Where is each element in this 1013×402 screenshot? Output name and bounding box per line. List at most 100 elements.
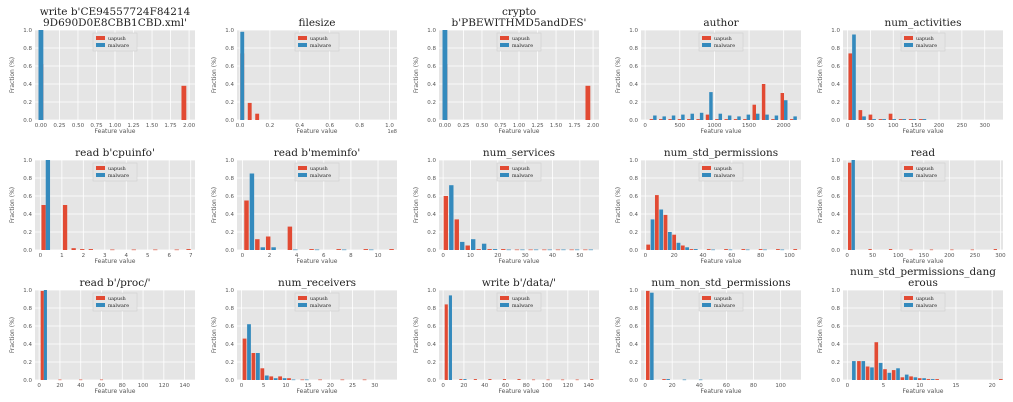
y-tick-label: 0.4 [629, 212, 638, 218]
y-tick-label: 0.8 [427, 306, 436, 312]
x-tick-label: 0 [240, 383, 244, 389]
subplot-8: 0.0 0.2 0.4 0.6 0.8 1.0 0 20 40 60 80 100 Feature va… [615, 147, 801, 265]
bar-uapush [706, 249, 711, 250]
subplot-title: 9D690D0E8CBB1CBD.xml' [43, 17, 187, 29]
y-axis-label: Fraction (%) [211, 187, 218, 223]
y-tick-label: 0.6 [225, 324, 234, 330]
bar-uapush [255, 239, 260, 250]
y-tick-label: 1.0 [427, 158, 436, 164]
x-tick-label: 0 [846, 383, 850, 389]
x-tick-label: 200 [934, 123, 945, 129]
legend-label-malware: malware [512, 303, 533, 309]
legend-swatch-uapush [500, 36, 509, 40]
bar-uapush [363, 249, 369, 250]
bar-malware [745, 249, 750, 251]
y-axis-label: Fraction (%) [615, 57, 622, 93]
x-tick-label: 0 [37, 383, 41, 389]
x-tick-label: 1.25 [531, 123, 544, 129]
x-tick-label: 1500 [742, 123, 756, 129]
y-tick-label: 0.8 [629, 306, 638, 312]
subplot-title: num_services [483, 147, 555, 159]
y-axis-label: Fraction (%) [413, 317, 420, 353]
x-tick-label: 140 [179, 383, 190, 389]
subplot-title: num_activities [885, 17, 962, 29]
bar-uapush [917, 378, 922, 380]
y-tick-label: 1.0 [831, 28, 840, 34]
legend-swatch-uapush [298, 296, 307, 300]
bar-uapush [389, 249, 394, 250]
bar-uapush [891, 370, 896, 380]
y-tick-label: 1.0 [629, 288, 638, 294]
x-tick-label: 0 [644, 253, 648, 259]
bar-malware [872, 119, 876, 120]
legend-swatch-malware [904, 43, 913, 47]
bar-uapush [444, 304, 448, 380]
bar-uapush [336, 249, 341, 250]
bar-malware [709, 92, 713, 120]
bar-uapush [41, 205, 46, 250]
bar-uapush [687, 119, 691, 120]
subplot-7: 0.0 0.2 0.4 0.6 0.8 1.0 0 10 20 30 40 50 Feature val… [413, 147, 599, 265]
x-tick-label: 1.00 [109, 123, 122, 129]
x-tick-label: 30 [522, 253, 529, 259]
bar-uapush [662, 379, 666, 380]
bar-malware [304, 379, 309, 381]
x-tick-label: 60 [723, 383, 730, 389]
x-tick-label: 0 [643, 123, 647, 129]
x-axis-label: Feature value [499, 388, 540, 395]
x-tick-label: 0.0 [236, 123, 245, 129]
y-tick-label: 0.6 [427, 194, 436, 200]
y-axis-label: Fraction (%) [615, 317, 622, 353]
y-tick-label: 0.8 [427, 46, 436, 52]
x-tick-label: 8 [349, 253, 353, 259]
bar-uapush [993, 249, 997, 250]
y-tick-label: 0.4 [427, 212, 436, 218]
bar-uapush [487, 249, 492, 250]
subplot-13: 0.0 0.2 0.4 0.6 0.8 1.0 0 20 40 60 80 100 Feature va… [615, 277, 801, 395]
legend-label-uapush: uapush [310, 166, 328, 172]
y-tick-label: 0.2 [629, 100, 638, 106]
x-axis-label: Feature value [297, 388, 338, 395]
x-tick-label: 0 [845, 253, 849, 259]
x-tick-label: 0.00 [35, 123, 48, 129]
bar-malware [892, 119, 897, 120]
y-tick-label: 1.0 [831, 158, 840, 164]
y-tick-label: 0.8 [831, 176, 840, 182]
y-axis-label: Fraction (%) [211, 57, 218, 93]
subplot-1: 0.00.20.40.60.81.00.0 0.2 0.4 0.6 0.8 1.01e8F… [211, 17, 397, 135]
x-tick-label: 0 [846, 123, 850, 129]
bar-uapush [153, 249, 158, 251]
y-tick-label: 0.0 [23, 378, 32, 384]
x-tick-label: 120 [159, 383, 170, 389]
x-tick-label: 0.8 [355, 123, 364, 129]
legend-swatch-malware [298, 43, 307, 47]
x-tick-label: 80 [523, 383, 530, 389]
x-tick-label: 2 [82, 253, 86, 259]
x-tick-label: 4 [125, 253, 129, 259]
bar-uapush [724, 119, 728, 120]
bar-uapush [131, 249, 136, 251]
subplot-title: read [911, 147, 935, 159]
bar-uapush [771, 119, 775, 120]
bar-uapush [514, 249, 520, 251]
legend-label-malware: malware [108, 303, 129, 309]
x-tick-label: 100 [775, 383, 786, 389]
legend-swatch-malware [500, 303, 509, 307]
bar-malware [870, 367, 874, 380]
x-tick-label: 100 [138, 383, 149, 389]
legend-label-uapush: uapush [512, 296, 530, 302]
x-tick-label: 25 [349, 383, 356, 389]
x-tick-label: 250 [957, 123, 968, 129]
bar-uapush [244, 200, 249, 250]
bar-malware [667, 232, 672, 250]
bar-uapush [646, 290, 650, 380]
bar-malware [780, 249, 785, 251]
legend-label-uapush: uapush [108, 36, 126, 42]
y-tick-label: 1.0 [23, 288, 32, 294]
bar-uapush [865, 366, 870, 380]
bar-malware [763, 249, 767, 251]
bar-malware [659, 209, 664, 250]
x-tick-label: 10 [375, 253, 382, 259]
x-tick-label: 7 [189, 253, 193, 259]
